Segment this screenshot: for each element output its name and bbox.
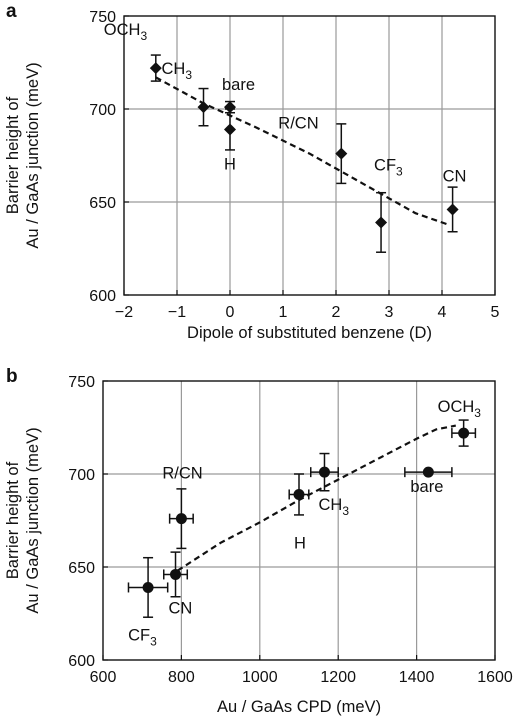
panel-label: a — [6, 1, 17, 22]
fit-line — [176, 424, 457, 572]
x-tick-label: 1000 — [242, 669, 278, 686]
fit-line — [155, 76, 448, 226]
x-tick-label: −2 — [115, 304, 133, 321]
point-label: CF3 — [128, 626, 157, 648]
data-marker — [446, 203, 459, 216]
point-label: OCH3 — [104, 21, 148, 43]
panel-a: −2 −1 0 1 2 3 4 5 600 650 700 750 Dipole of substitu… — [4, 1, 500, 342]
point-label: CN — [169, 599, 193, 617]
point-label-subscript: 3 — [140, 29, 147, 43]
data-point-och3: OCH3 — [104, 21, 162, 82]
plot-frame — [123, 15, 496, 296]
point-label: R/CN — [278, 115, 318, 133]
data-point-ch3: CH3 — [162, 60, 210, 127]
x-tick-label: 1 — [279, 304, 288, 321]
data-marker — [175, 513, 187, 525]
y-tick-label: 650 — [68, 560, 95, 577]
data-marker — [224, 123, 236, 136]
x-axis-label: Dipole of substituted benzene (D) — [187, 324, 432, 342]
x-tick-label: 0 — [226, 304, 235, 321]
data-point-cn: CN — [443, 167, 467, 233]
x-tick-label: 600 — [90, 669, 117, 686]
x-tick-label: 800 — [168, 669, 195, 686]
x-tick-label: −1 — [168, 304, 186, 321]
data-marker — [170, 568, 182, 580]
data-point-h: H — [288, 473, 310, 552]
y-axis-label: Au / GaAs junction (meV) — [24, 427, 42, 613]
data-marker — [149, 62, 162, 75]
y-axis-label: Barrier height of — [4, 461, 22, 579]
data-point-ch3: CH3 — [310, 452, 349, 518]
data-marker — [422, 466, 434, 478]
plot-frame — [102, 380, 496, 661]
x-axis-label: Au / GaAs CPD (meV) — [217, 698, 381, 716]
point-label: CN — [443, 167, 467, 185]
data-point-och3: OCH3 — [438, 398, 482, 447]
point-label: CH3 — [162, 60, 193, 82]
point-label: CH3 — [318, 496, 349, 518]
point-label-subscript: 3 — [474, 406, 481, 420]
point-label: bare — [222, 76, 255, 94]
x-tick-label: 4 — [438, 304, 447, 321]
data-point-cn: CN — [163, 551, 193, 617]
point-label: OCH3 — [438, 398, 482, 420]
x-tick-label: 1600 — [477, 669, 513, 686]
data-marker — [375, 216, 388, 229]
y-tick-label: 600 — [68, 653, 95, 670]
data-marker — [224, 101, 236, 114]
data-marker — [318, 466, 330, 478]
y-axis-label: Barrier height of — [4, 96, 22, 214]
y-tick-label: 750 — [68, 374, 95, 391]
data-marker — [293, 488, 305, 500]
data-marker — [142, 581, 154, 593]
x-tick-label: 2 — [332, 304, 341, 321]
data-point-bare: bare — [404, 466, 453, 496]
y-tick-label: 700 — [89, 102, 116, 119]
data-marker — [335, 147, 348, 160]
data-point-rcn: R/CN — [162, 465, 203, 550]
point-label-subscript: 3 — [150, 634, 157, 648]
data-point-rcn: R/CN — [278, 115, 348, 185]
y-tick-label: 650 — [89, 195, 116, 212]
data-point-bare: bare — [222, 76, 255, 114]
data-marker — [458, 427, 470, 439]
point-label: H — [294, 534, 306, 552]
point-label: R/CN — [162, 465, 202, 483]
x-tick-label: 1400 — [399, 669, 435, 686]
y-tick-label: 750 — [89, 9, 116, 26]
point-label-subscript: 3 — [185, 68, 192, 82]
x-tick-label: 5 — [491, 304, 500, 321]
point-label-subscript: 3 — [342, 504, 349, 518]
data-marker — [197, 101, 210, 114]
panel-label: b — [6, 366, 18, 387]
data-point-cf3: CF3 — [127, 556, 169, 648]
y-tick-label: 600 — [89, 288, 116, 305]
point-label: H — [224, 155, 236, 173]
panel-b: 600 800 1000 1200 1400 1600 600 650 700 750 Au / G… — [4, 366, 513, 716]
point-label: bare — [410, 478, 443, 496]
point-label: CF3 — [374, 156, 403, 178]
data-point-cf3: CF3 — [374, 156, 403, 253]
y-tick-label: 700 — [68, 467, 95, 484]
x-tick-label: 3 — [385, 304, 394, 321]
point-label-subscript: 3 — [396, 164, 403, 178]
x-tick-label: 1200 — [320, 669, 356, 686]
data-point-h: H — [224, 108, 236, 173]
y-axis-label: Au / GaAs junction (meV) — [24, 62, 42, 248]
